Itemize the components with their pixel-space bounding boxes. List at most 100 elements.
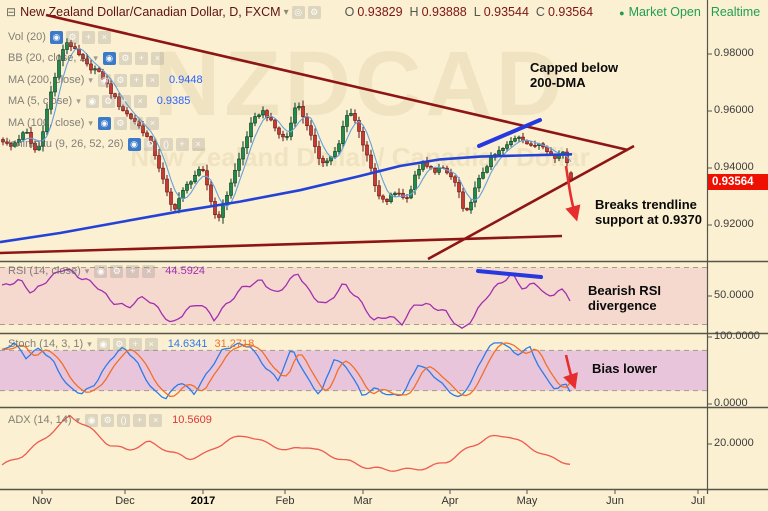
ohlc-label: H xyxy=(409,5,419,19)
chevron-down-icon[interactable]: ▾ xyxy=(88,117,93,128)
close-icon[interactable]: × xyxy=(144,337,158,351)
indicator-label[interactable]: BB (20, close, 2) xyxy=(8,52,90,64)
panel-indicator-row: Stoch (14, 3, 1) ▾ ◉ ⚙ + × 14.6341 31.2718 xyxy=(8,337,254,351)
indicator-label[interactable]: Vol (20) xyxy=(8,31,46,43)
chevron-down-icon[interactable]: ▾ xyxy=(76,95,81,106)
indicator-value: 0.9448 xyxy=(168,74,203,86)
ohlc-label: L xyxy=(473,5,481,19)
axis-tick-label: 0.0000 xyxy=(714,397,748,409)
annotation-bearish-rsi-divergence[interactable]: Bearish RSI divergence xyxy=(588,283,661,313)
settings-icon[interactable]: ⚙ xyxy=(110,264,124,278)
settings-icon[interactable]: ⚙ xyxy=(118,51,132,65)
add-icon[interactable]: + xyxy=(81,30,95,44)
axis-tick-label: 0.92000 xyxy=(714,218,754,230)
close-icon[interactable]: × xyxy=(142,264,156,278)
axis-tick-label: 0.98000 xyxy=(714,47,754,59)
indicator-label[interactable]: MA (5, close) xyxy=(8,95,73,107)
last-price-badge: 0.93564 xyxy=(708,174,768,190)
overlay-indicator-row: MA (100, close) ▾ ◉ ⚙ + × xyxy=(8,116,162,130)
annotation-capped-below-200dma[interactable]: Capped below 200-DMA xyxy=(530,60,619,90)
axis-tick-label: 0.94000 xyxy=(714,161,754,173)
axis-tick-label: 20.0000 xyxy=(714,437,754,449)
visibility-icon[interactable]: ◉ xyxy=(97,116,111,130)
settings-icon[interactable]: ⚙ xyxy=(101,413,115,427)
add-icon[interactable]: + xyxy=(134,51,148,65)
month-label: Apr xyxy=(441,495,459,507)
indicator-label[interactable]: ADX (14, 14) xyxy=(8,414,72,426)
realtime-label: Realtime xyxy=(710,5,761,19)
add-icon[interactable]: + xyxy=(126,264,140,278)
overlay-indicator-row: BB (20, close, 2) ▾ ◉ ⚙ + × xyxy=(8,51,167,65)
overlay-indicator-row: Vol (20) ◉ ⚙ + × xyxy=(8,30,114,44)
visibility-icon[interactable]: ◉ xyxy=(94,264,108,278)
month-label: 2017 xyxy=(190,495,216,507)
settings-icon[interactable]: ⚙ xyxy=(143,137,157,151)
visibility-icon[interactable]: ◉ xyxy=(102,51,116,65)
chevron-down-icon[interactable]: ▾ xyxy=(283,6,289,18)
month-label: Mar xyxy=(353,495,373,507)
market-open-dot-icon: ● xyxy=(619,8,625,18)
indicator-value: 10.5609 xyxy=(172,414,212,426)
close-icon[interactable]: × xyxy=(145,73,159,87)
annotation-breaks-trendline-support[interactable]: Breaks trendline support at 0.9370 xyxy=(595,197,702,227)
market-open-label: Market Open xyxy=(628,5,701,19)
add-icon[interactable]: + xyxy=(129,116,143,130)
indicator-label[interactable]: Ichimoku (9, 26, 52, 26) xyxy=(8,138,124,150)
close-icon[interactable]: × xyxy=(145,116,159,130)
month-label: Nov xyxy=(32,495,52,507)
settings-icon[interactable]: ⚙ xyxy=(113,73,127,87)
chevron-down-icon[interactable]: ▾ xyxy=(87,338,92,349)
market-status: ● Market Open Realtime xyxy=(619,5,760,19)
visibility-icon[interactable]: ◉ xyxy=(127,137,141,151)
visibility-icon[interactable]: ◉ xyxy=(49,30,63,44)
visibility-icon[interactable]: ◉ xyxy=(96,337,110,351)
month-label: Feb xyxy=(275,495,295,507)
close-icon[interactable]: × xyxy=(149,413,163,427)
source-icon[interactable]: () xyxy=(117,413,131,427)
add-icon[interactable]: + xyxy=(128,337,142,351)
ohlc-label: C xyxy=(535,5,545,19)
indicator-value: 31.2718 xyxy=(214,338,255,350)
price-axis[interactable] xyxy=(708,0,768,490)
chevron-down-icon[interactable]: ▾ xyxy=(75,414,81,425)
chevron-down-icon[interactable]: ▾ xyxy=(93,52,98,63)
source-icon[interactable]: () xyxy=(159,137,173,151)
visibility-icon[interactable]: ◉ xyxy=(97,73,111,87)
overlay-indicator-row: MA (5, close) ▾ ◉ ⚙ + × 0.9385 xyxy=(8,94,190,108)
annotation-bias-lower[interactable]: Bias lower xyxy=(592,361,658,376)
add-icon[interactable]: + xyxy=(117,94,131,108)
add-icon[interactable]: + xyxy=(133,413,147,427)
axis-tick-label: 50.0000 xyxy=(714,289,754,301)
chevron-down-icon[interactable]: ▾ xyxy=(84,265,90,276)
close-icon[interactable]: × xyxy=(133,94,147,108)
indicator-value: 14.6341 xyxy=(167,338,208,350)
indicator-label[interactable]: RSI (14, close) xyxy=(8,265,81,277)
axis-tick-label: 0.96000 xyxy=(714,104,754,116)
settings-icon[interactable]: ⚙ xyxy=(65,30,79,44)
visibility-icon[interactable]: ◉ xyxy=(85,94,99,108)
settings-icon[interactable]: ⚙ xyxy=(101,94,115,108)
indicator-label[interactable]: MA (100, close) xyxy=(8,117,85,129)
ohlc-label: O xyxy=(344,5,355,19)
overlay-indicator-row: MA (200, close) ▾ ◉ ⚙ + × 0.9448 xyxy=(8,73,203,87)
add-icon[interactable]: + xyxy=(175,137,189,151)
settings-icon[interactable]: ⚙ xyxy=(113,116,127,130)
add-icon[interactable]: + xyxy=(129,73,143,87)
month-label: Jun xyxy=(606,495,624,507)
month-label: May xyxy=(516,495,538,507)
close-icon[interactable]: × xyxy=(97,30,111,44)
axis-tick-label: 100.0000 xyxy=(714,330,760,342)
settings-icon[interactable]: ⚙ xyxy=(112,337,126,351)
month-label: Dec xyxy=(115,495,135,507)
panel-indicator-row: RSI (14, close) ▾ ◉ ⚙ + × 44.5924 xyxy=(8,264,205,278)
indicator-label[interactable]: Stoch (14, 3, 1) xyxy=(8,338,84,350)
collapse-icon[interactable]: ⊟ xyxy=(6,5,17,19)
close-icon[interactable]: × xyxy=(150,51,164,65)
panel-indicator-row: ADX (14, 14) ▾ ◉ ⚙() + × 10.5609 xyxy=(8,413,212,427)
close-icon[interactable]: × xyxy=(191,137,205,151)
indicator-value: 0.9385 xyxy=(156,95,191,107)
chevron-down-icon[interactable]: ▾ xyxy=(88,74,93,85)
visibility-icon[interactable]: ◉ xyxy=(85,413,99,427)
indicator-label[interactable]: MA (200, close) xyxy=(8,74,85,86)
